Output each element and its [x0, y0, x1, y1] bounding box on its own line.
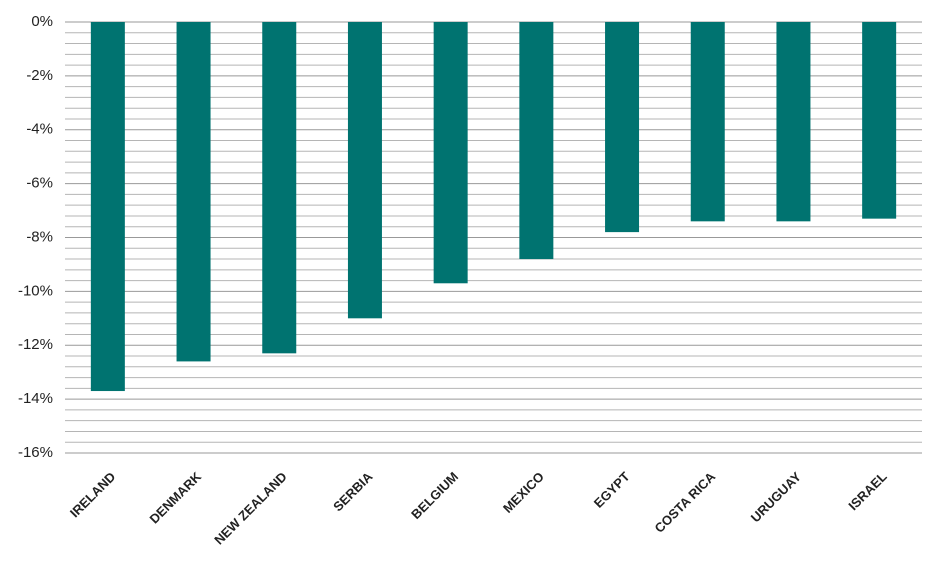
x-tick-label: SERBIA [330, 469, 376, 515]
y-tick-label: -8% [26, 228, 53, 245]
bar [862, 22, 897, 219]
bar [433, 22, 468, 284]
x-tick-label: BELGIUM [408, 469, 461, 522]
bar [776, 22, 811, 222]
y-tick-label: -14% [18, 390, 53, 407]
bar [519, 22, 554, 260]
x-tick-label: DENMARK [147, 469, 205, 527]
x-tick-label: IRELAND [67, 469, 118, 520]
x-tick-label: MEXICO [500, 469, 547, 516]
y-tick-label: -16% [18, 444, 53, 461]
y-tick-label: -6% [26, 175, 53, 192]
y-tick-label: -12% [18, 336, 53, 353]
bar [690, 22, 725, 222]
x-tick-label: EGYPT [591, 469, 633, 511]
y-tick-label: -2% [26, 67, 53, 84]
y-tick-label: -4% [26, 121, 53, 138]
bar [90, 22, 125, 392]
x-tick-label: URUGUAY [748, 469, 804, 525]
x-tick-label: COSTA RICA [652, 469, 719, 536]
bar [347, 22, 382, 319]
bar [176, 22, 211, 362]
y-tick-label: -10% [18, 282, 53, 299]
bar [262, 22, 297, 354]
x-tick-label: ISRAEL [845, 469, 889, 513]
x-tick-label: NEW ZEALAND [211, 469, 290, 548]
y-tick-label: 0% [31, 13, 53, 30]
bar [605, 22, 640, 233]
